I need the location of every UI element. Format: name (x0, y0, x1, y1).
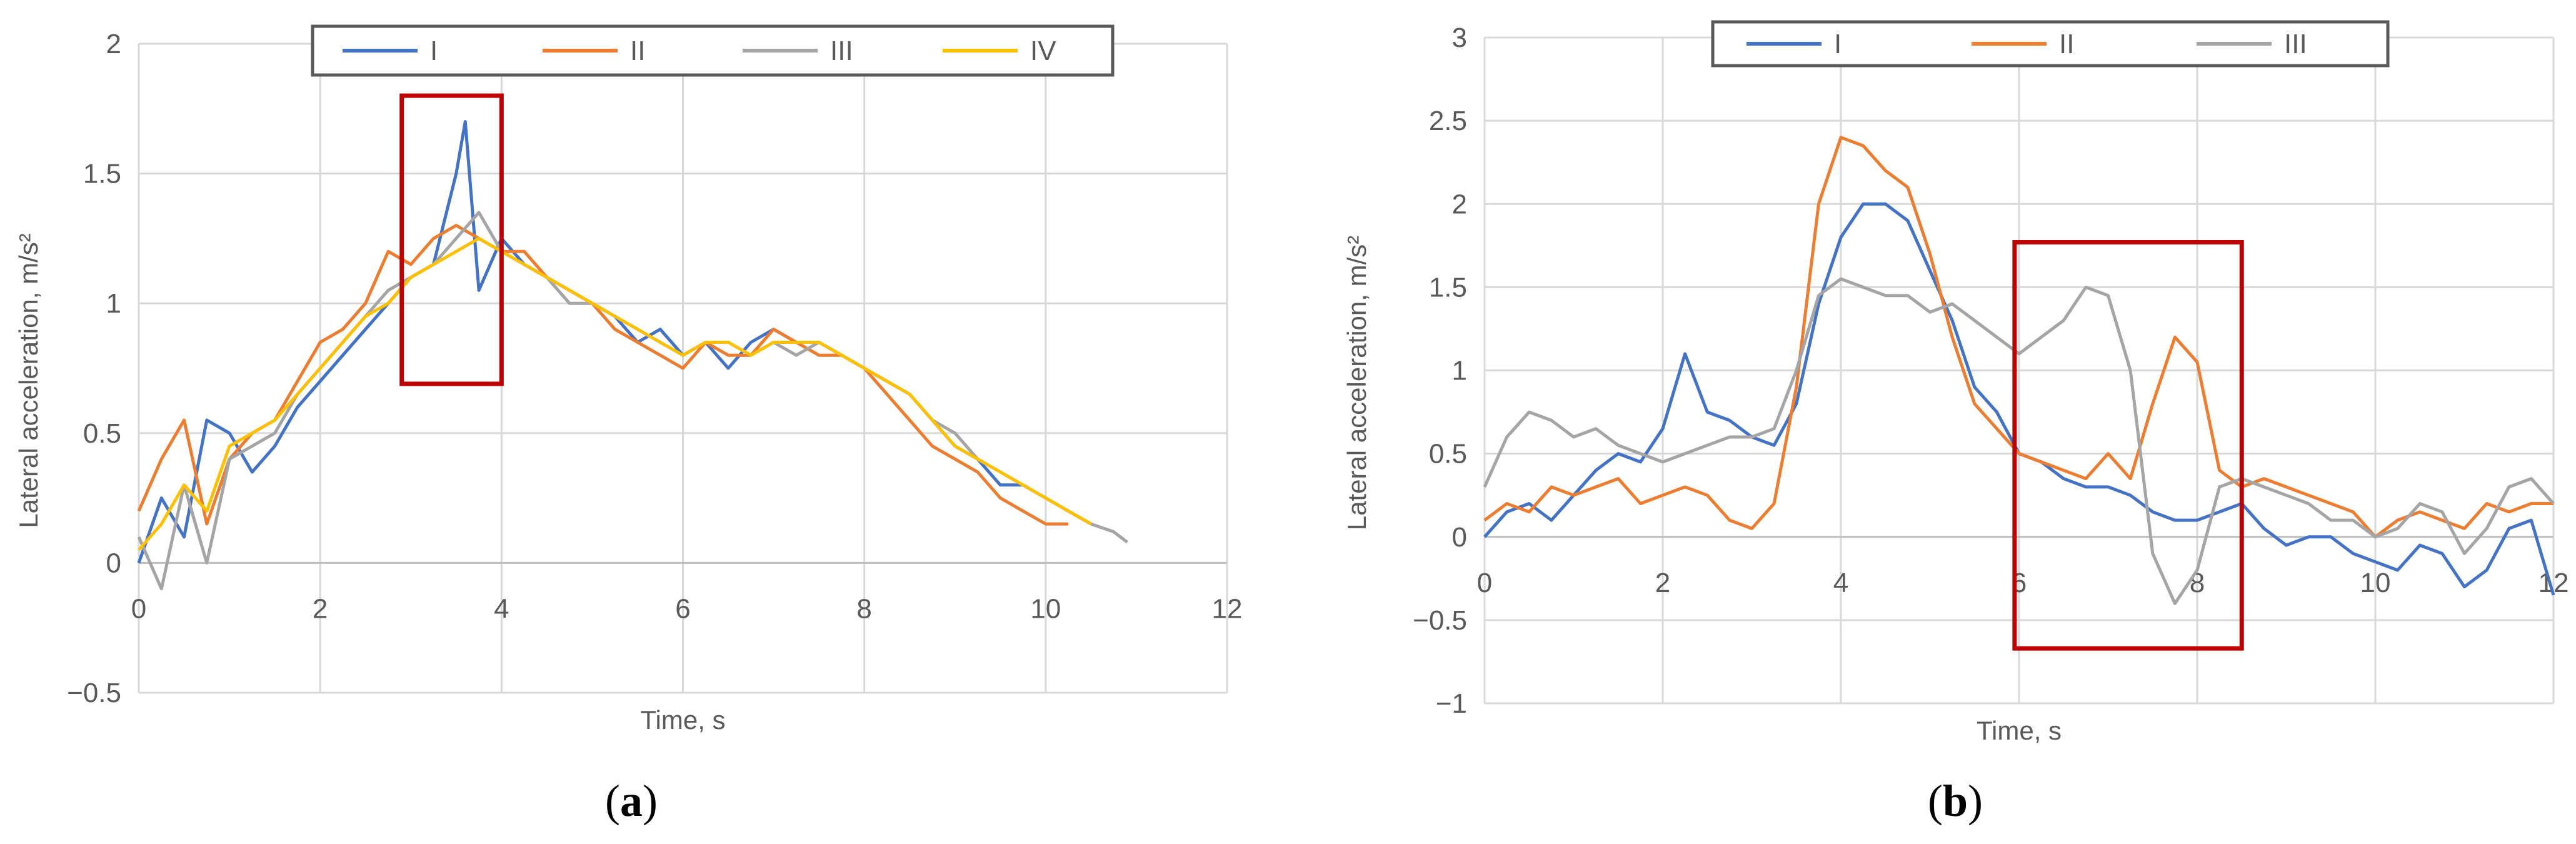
x-tick-label: 12 (1212, 593, 1243, 624)
series-line-II (137, 224, 1069, 526)
x-tick-label: 0 (1477, 568, 1492, 598)
y-axis-title: Lateral acceleration, m/s² (14, 233, 43, 528)
y-tick-label: 2.5 (1429, 106, 1467, 136)
y-tick-label: 0 (1452, 522, 1467, 553)
x-tick-label: 10 (1030, 593, 1061, 624)
legend: I II III IV (311, 24, 1115, 77)
y-tick-label: 0 (106, 548, 121, 578)
legend-label-III: III (830, 36, 853, 66)
y-axis-title: Lateral acceleration, m/s² (1342, 236, 1371, 531)
x-tick-label: 6 (675, 593, 690, 624)
legend-label-I: I (1834, 29, 1842, 59)
y-tick-label: 1.5 (1429, 272, 1467, 303)
y-tick-label: −1 (1436, 688, 1467, 719)
y-tick-label: −0.5 (67, 678, 121, 708)
highlight-box (399, 93, 504, 386)
legend-label-III: III (2284, 29, 2307, 59)
legend-label-II: II (2059, 29, 2074, 59)
y-tick-label: 2 (106, 29, 121, 59)
series-line-III (1483, 277, 2555, 605)
y-tick-label: 0.5 (1429, 439, 1467, 470)
x-tick-label: 2 (313, 593, 328, 624)
x-axis-title: Time, s (640, 705, 725, 735)
series-line-IV (138, 236, 1092, 551)
y-tick-label: 1 (106, 288, 121, 319)
panel-label: (a) (605, 776, 658, 826)
x-tick-label: 8 (856, 593, 871, 624)
y-tick-label: 1.5 (83, 159, 121, 189)
highlight-box (2012, 239, 2244, 651)
x-tick-label: 4 (494, 593, 509, 624)
legend-label-I: I (430, 36, 438, 66)
series-line-I (137, 120, 1092, 564)
y-tick-label: 3 (1452, 23, 1467, 53)
y-tick-label: 2 (1452, 189, 1467, 219)
x-tick-label: 4 (1833, 568, 1848, 598)
legend: I II III (1711, 20, 2390, 68)
x-tick-label: 0 (131, 593, 146, 624)
chart-panel-a: −0.5 0 0.5 1 1.5 2 0 2 4 6 8 10 12 Time, s Lateral acc… (14, 24, 1243, 826)
panel-label: (b) (1928, 776, 1983, 826)
legend-label-IV: IV (1030, 36, 1056, 66)
y-tick-label: −0.5 (1413, 605, 1467, 636)
x-axis-title: Time, s (1977, 716, 2062, 745)
x-tick-label: 10 (2360, 568, 2391, 598)
y-tick-label: 0.5 (83, 418, 121, 449)
legend-label-II: II (630, 36, 645, 66)
y-tick-label: 1 (1452, 356, 1467, 386)
x-tick-label: 2 (1655, 568, 1670, 598)
